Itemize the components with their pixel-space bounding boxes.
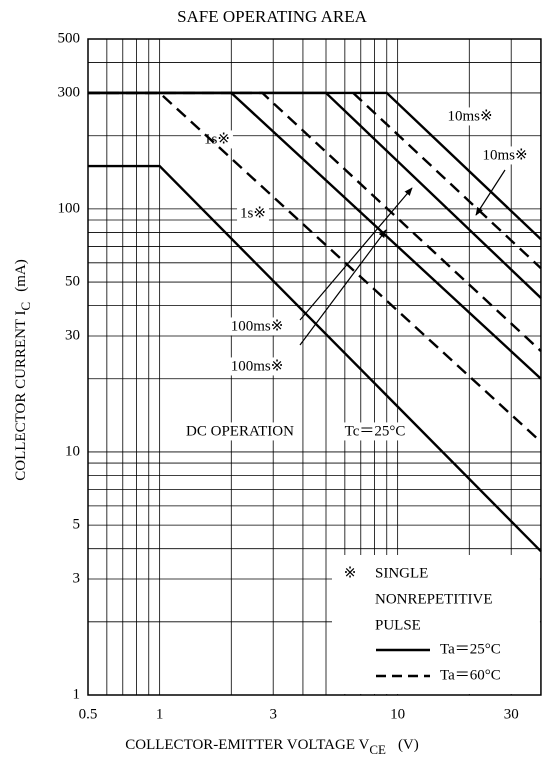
y-tick-label: 500 [58, 30, 81, 46]
chart-title: SAFE OPERATING AREA [177, 7, 368, 26]
annotation-bg [201, 130, 233, 149]
legend-label: Ta＝25°C [440, 641, 501, 657]
legend-label: Ta＝60°C [440, 667, 501, 683]
legend-note: ※ [344, 565, 357, 581]
y-tick-label: 100 [58, 200, 81, 216]
series-line [88, 91, 542, 352]
y-tick-label: 300 [58, 84, 81, 100]
x-axis-label-part: COLLECTOR-EMITTER VOLTAGE V [125, 737, 369, 753]
arrow [475, 169, 506, 216]
annotation-bg [237, 204, 269, 223]
arrow [299, 229, 387, 346]
x-axis-label-part: CE [369, 742, 386, 757]
annotation-bg [183, 422, 298, 441]
series-line [352, 92, 542, 270]
annotation: 1s※ [240, 205, 266, 221]
y-tick-label: 3 [73, 570, 81, 586]
annotation-bg [227, 357, 287, 376]
legend-note: NONREPETITIVE [375, 591, 492, 607]
annotation: 1s※ [204, 131, 230, 147]
y-tick-label: 5 [73, 517, 81, 533]
y-tick-label: 50 [65, 273, 80, 289]
x-tick-label: 1 [156, 706, 164, 722]
legend-box [332, 555, 540, 694]
annotation: 10ms※ [447, 108, 492, 124]
annotation-bg [444, 107, 496, 126]
plot-frame [87, 38, 542, 696]
annotation: Tc＝25°C [345, 423, 406, 439]
y-axis-label: COLLECTOR CURRENT IC (mA) [13, 259, 33, 480]
y-axis-label-part: COLLECTOR CURRENT I [13, 310, 29, 480]
y-tick-label: 1 [73, 686, 81, 702]
legend-note: SINGLE [375, 565, 428, 581]
y-tick-label: 10 [65, 443, 80, 459]
x-axis-label-part: (V) [398, 737, 419, 753]
y-tick-label: 30 [65, 327, 80, 343]
annotation: 10ms※ [482, 147, 527, 163]
series-line [88, 91, 542, 241]
annotation: DC OPERATION [186, 423, 294, 439]
legend-note: PULSE [375, 617, 421, 633]
x-axis-label: COLLECTOR-EMITTER VOLTAGE VCE (V) [125, 737, 419, 757]
annotation-bg [227, 317, 287, 336]
x-tick-label: 0.5 [79, 706, 98, 722]
series-line [88, 91, 542, 443]
series-line [88, 164, 542, 553]
x-tick-label: 10 [390, 706, 405, 722]
arrow [299, 187, 413, 321]
y-axis-label-part: (mA) [13, 259, 29, 292]
x-tick-label: 3 [269, 706, 277, 722]
annotation: 100ms※ [231, 358, 284, 374]
annotation: 100ms※ [231, 318, 284, 334]
x-tick-label: 30 [504, 706, 519, 722]
annotation-bg [479, 146, 531, 165]
annotation-bg [341, 422, 409, 441]
y-axis-label-part: C [18, 302, 33, 311]
